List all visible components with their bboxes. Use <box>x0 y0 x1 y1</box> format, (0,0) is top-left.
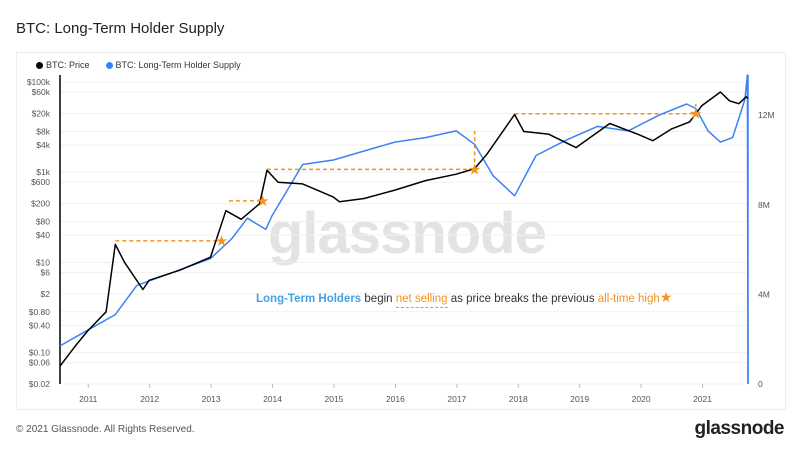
y-left-tick-label: $100k <box>27 77 51 87</box>
ath-star-marker: ★ <box>256 193 269 210</box>
legend-item-price[interactable]: BTC: Price <box>36 60 90 70</box>
y-left-tick-label: $0.06 <box>29 357 51 367</box>
ath-star-marker: ★ <box>689 106 702 123</box>
annotation: Long-Term Holders begin net selling as p… <box>256 289 673 308</box>
y-right-tick-label: 0 <box>758 379 763 389</box>
y-left-tick-label: $0.02 <box>29 379 51 389</box>
x-tick-label: 2013 <box>202 394 221 404</box>
y-left-tick-label: $600 <box>31 177 50 187</box>
ath-star-marker: ★ <box>468 161 481 178</box>
y-right-tick-label: 8M <box>758 200 770 210</box>
x-tick-label: 2015 <box>325 394 344 404</box>
y-left-tick-label: $10 <box>36 257 50 267</box>
x-tick-label: 2017 <box>447 394 466 404</box>
glassnode-logo: glassnode <box>694 418 785 439</box>
x-tick-label: 2020 <box>632 394 651 404</box>
star-icon: ★ <box>659 289 673 305</box>
y-left-tick-label: $8k <box>36 126 50 136</box>
annotation-ath: all-time high <box>597 293 660 305</box>
x-tick-label: 2018 <box>509 394 528 404</box>
y-left-tick-label: $2 <box>41 289 51 299</box>
x-tick-label: 2016 <box>386 394 405 404</box>
y-left-tick-label: $1k <box>36 167 50 177</box>
chart-panel <box>16 52 786 410</box>
y-left-tick-label: $4k <box>36 140 50 150</box>
y-left-tick-label: $0.10 <box>29 347 51 357</box>
watermark: glassnode <box>268 201 547 266</box>
y-left-tick-label: $40 <box>36 230 50 240</box>
x-tick-label: 2014 <box>263 394 282 404</box>
y-left-tick-label: $200 <box>31 199 50 209</box>
annotation-net-selling: net selling <box>395 293 448 308</box>
annotation-lth: Long-Term Holders <box>256 293 362 305</box>
x-tick-label: 2012 <box>140 394 159 404</box>
copyright: © 2021 Glassnode. All Rights Reserved. <box>16 424 195 435</box>
y-left-tick-label: $20k <box>32 109 51 119</box>
x-tick-label: 2021 <box>693 394 712 404</box>
annotation-text: begin <box>361 293 396 305</box>
y-left-tick-label: $6 <box>41 267 51 277</box>
supply-series-line <box>59 74 749 385</box>
legend: BTC: Price BTC: Long-Term Holder Supply <box>36 60 241 70</box>
y-right-tick-label: 12M <box>758 110 775 120</box>
x-tick-label: 2019 <box>570 394 589 404</box>
price-series-line <box>59 91 749 367</box>
y-left-tick-label: $0.80 <box>29 307 51 317</box>
chart-title: BTC: Long-Term Holder Supply <box>16 20 225 37</box>
legend-item-supply[interactable]: BTC: Long-Term Holder Supply <box>105 60 241 70</box>
y-left-tick-label: $80 <box>36 217 50 227</box>
ath-star-marker: ★ <box>215 233 228 250</box>
y-right-tick-label: 4M <box>758 289 770 299</box>
price-dot-icon <box>36 61 43 69</box>
y-left-tick-label: $0.40 <box>29 320 51 330</box>
annotation-text: as price breaks the previous <box>447 293 598 305</box>
supply-dot-icon <box>105 61 113 69</box>
y-left-tick-label: $60k <box>32 87 51 97</box>
x-tick-label: 2011 <box>79 394 98 404</box>
